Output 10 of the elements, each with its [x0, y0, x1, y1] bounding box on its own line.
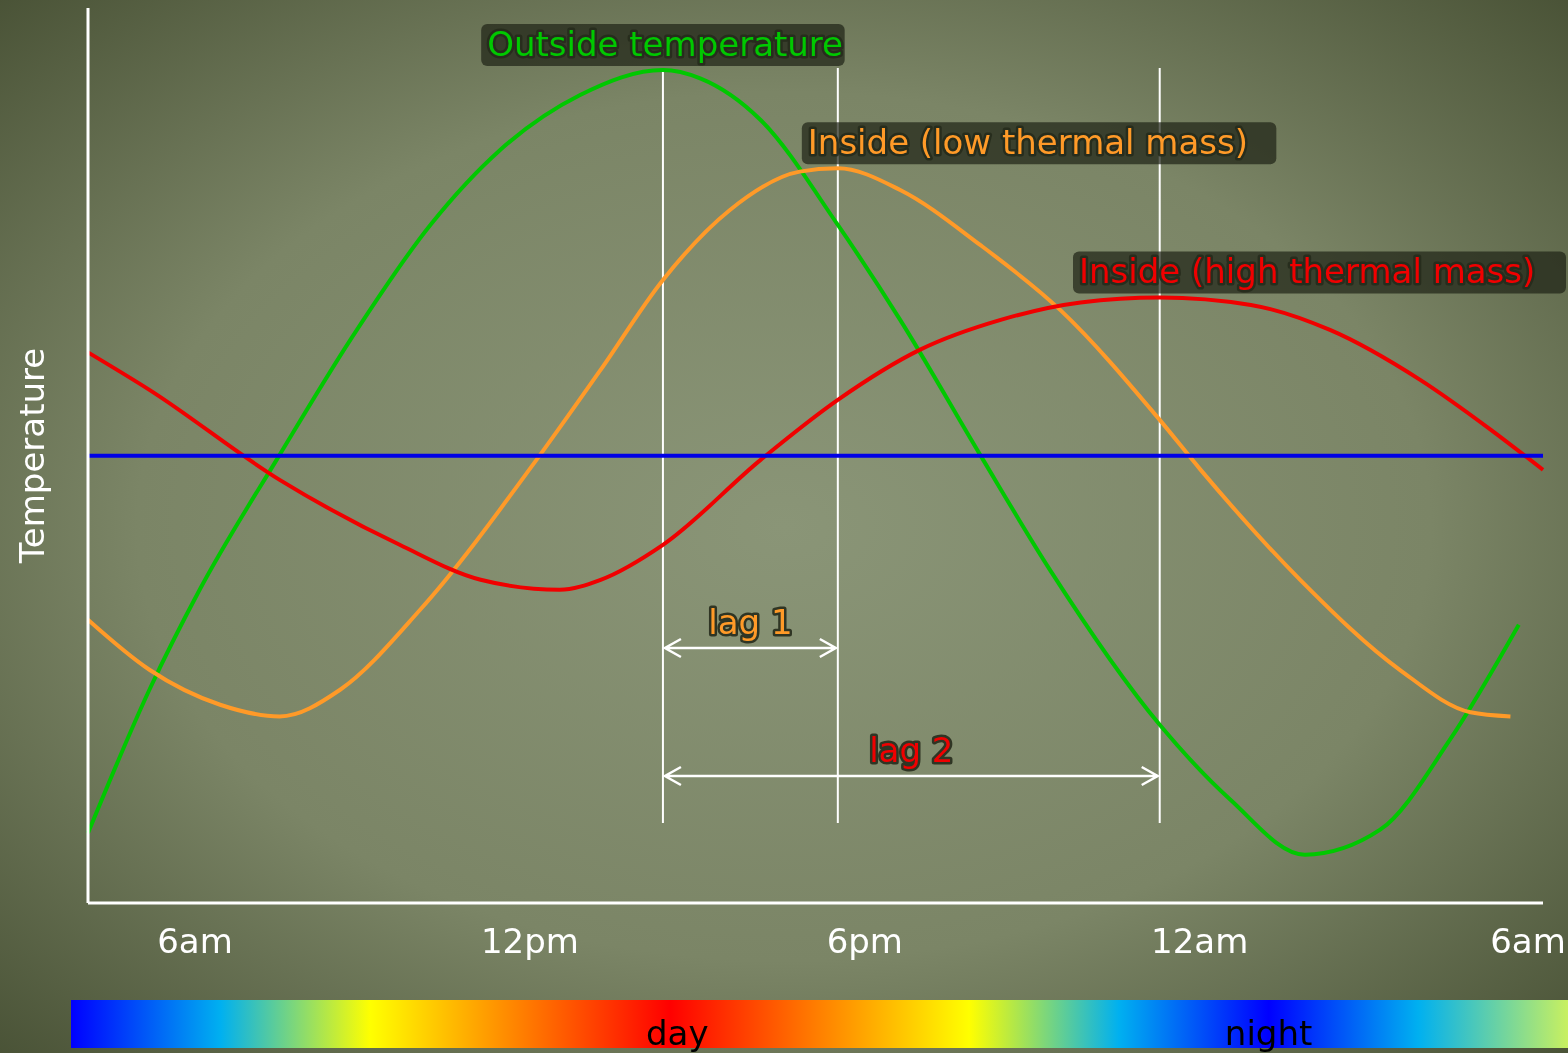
x-tick-label: 6pm: [826, 921, 903, 961]
y-axis-title: Temperature: [12, 347, 52, 565]
text: day: [646, 1013, 709, 1053]
x-tick-label: 12am: [1151, 921, 1249, 961]
annotation: lag 1: [708, 602, 793, 642]
x-tick-label: 6am: [157, 921, 233, 961]
x-tick-label: 12pm: [480, 921, 579, 961]
annotation: lag 2: [869, 730, 954, 770]
x-tick-label: 6am: [1490, 921, 1566, 961]
text: night: [1224, 1013, 1313, 1053]
